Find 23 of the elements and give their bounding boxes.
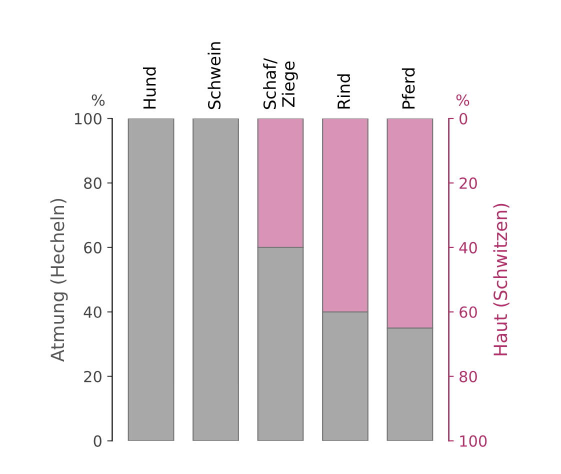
y-tick-label: 100 [74, 112, 102, 125]
y-axis-title: Atmung (Hecheln) [50, 198, 68, 362]
y2-axis-title: Haut (Schwitzen) [493, 204, 510, 356]
y2-tick-label: 60 [460, 306, 477, 318]
text: % [456, 94, 470, 106]
y2-tick-label: 20 [460, 177, 477, 189]
y-tick-label: 40 [84, 306, 102, 318]
y2-tick-label: 80 [460, 370, 477, 382]
y2-tick-label: 0 [460, 112, 468, 125]
x-tick-label: Rind [337, 74, 350, 109]
x-tick-label: Pferd [402, 68, 415, 109]
y2-tick-label: 40 [459, 242, 477, 254]
text: % [92, 94, 105, 106]
bar [192, 118, 239, 441]
y-tick-label: 80 [84, 177, 102, 189]
y-tick-label: 0 [94, 435, 102, 447]
x-tick-label: Schaf/ Ziege [263, 58, 298, 110]
bar [128, 118, 174, 441]
y-tick-label: 20 [84, 370, 102, 382]
x-tick-label: Schwein [208, 42, 221, 110]
y-tick-label: 60 [84, 242, 102, 254]
y2-tick-label: 100 [460, 435, 487, 447]
x-tick-label: Hund [142, 67, 156, 109]
